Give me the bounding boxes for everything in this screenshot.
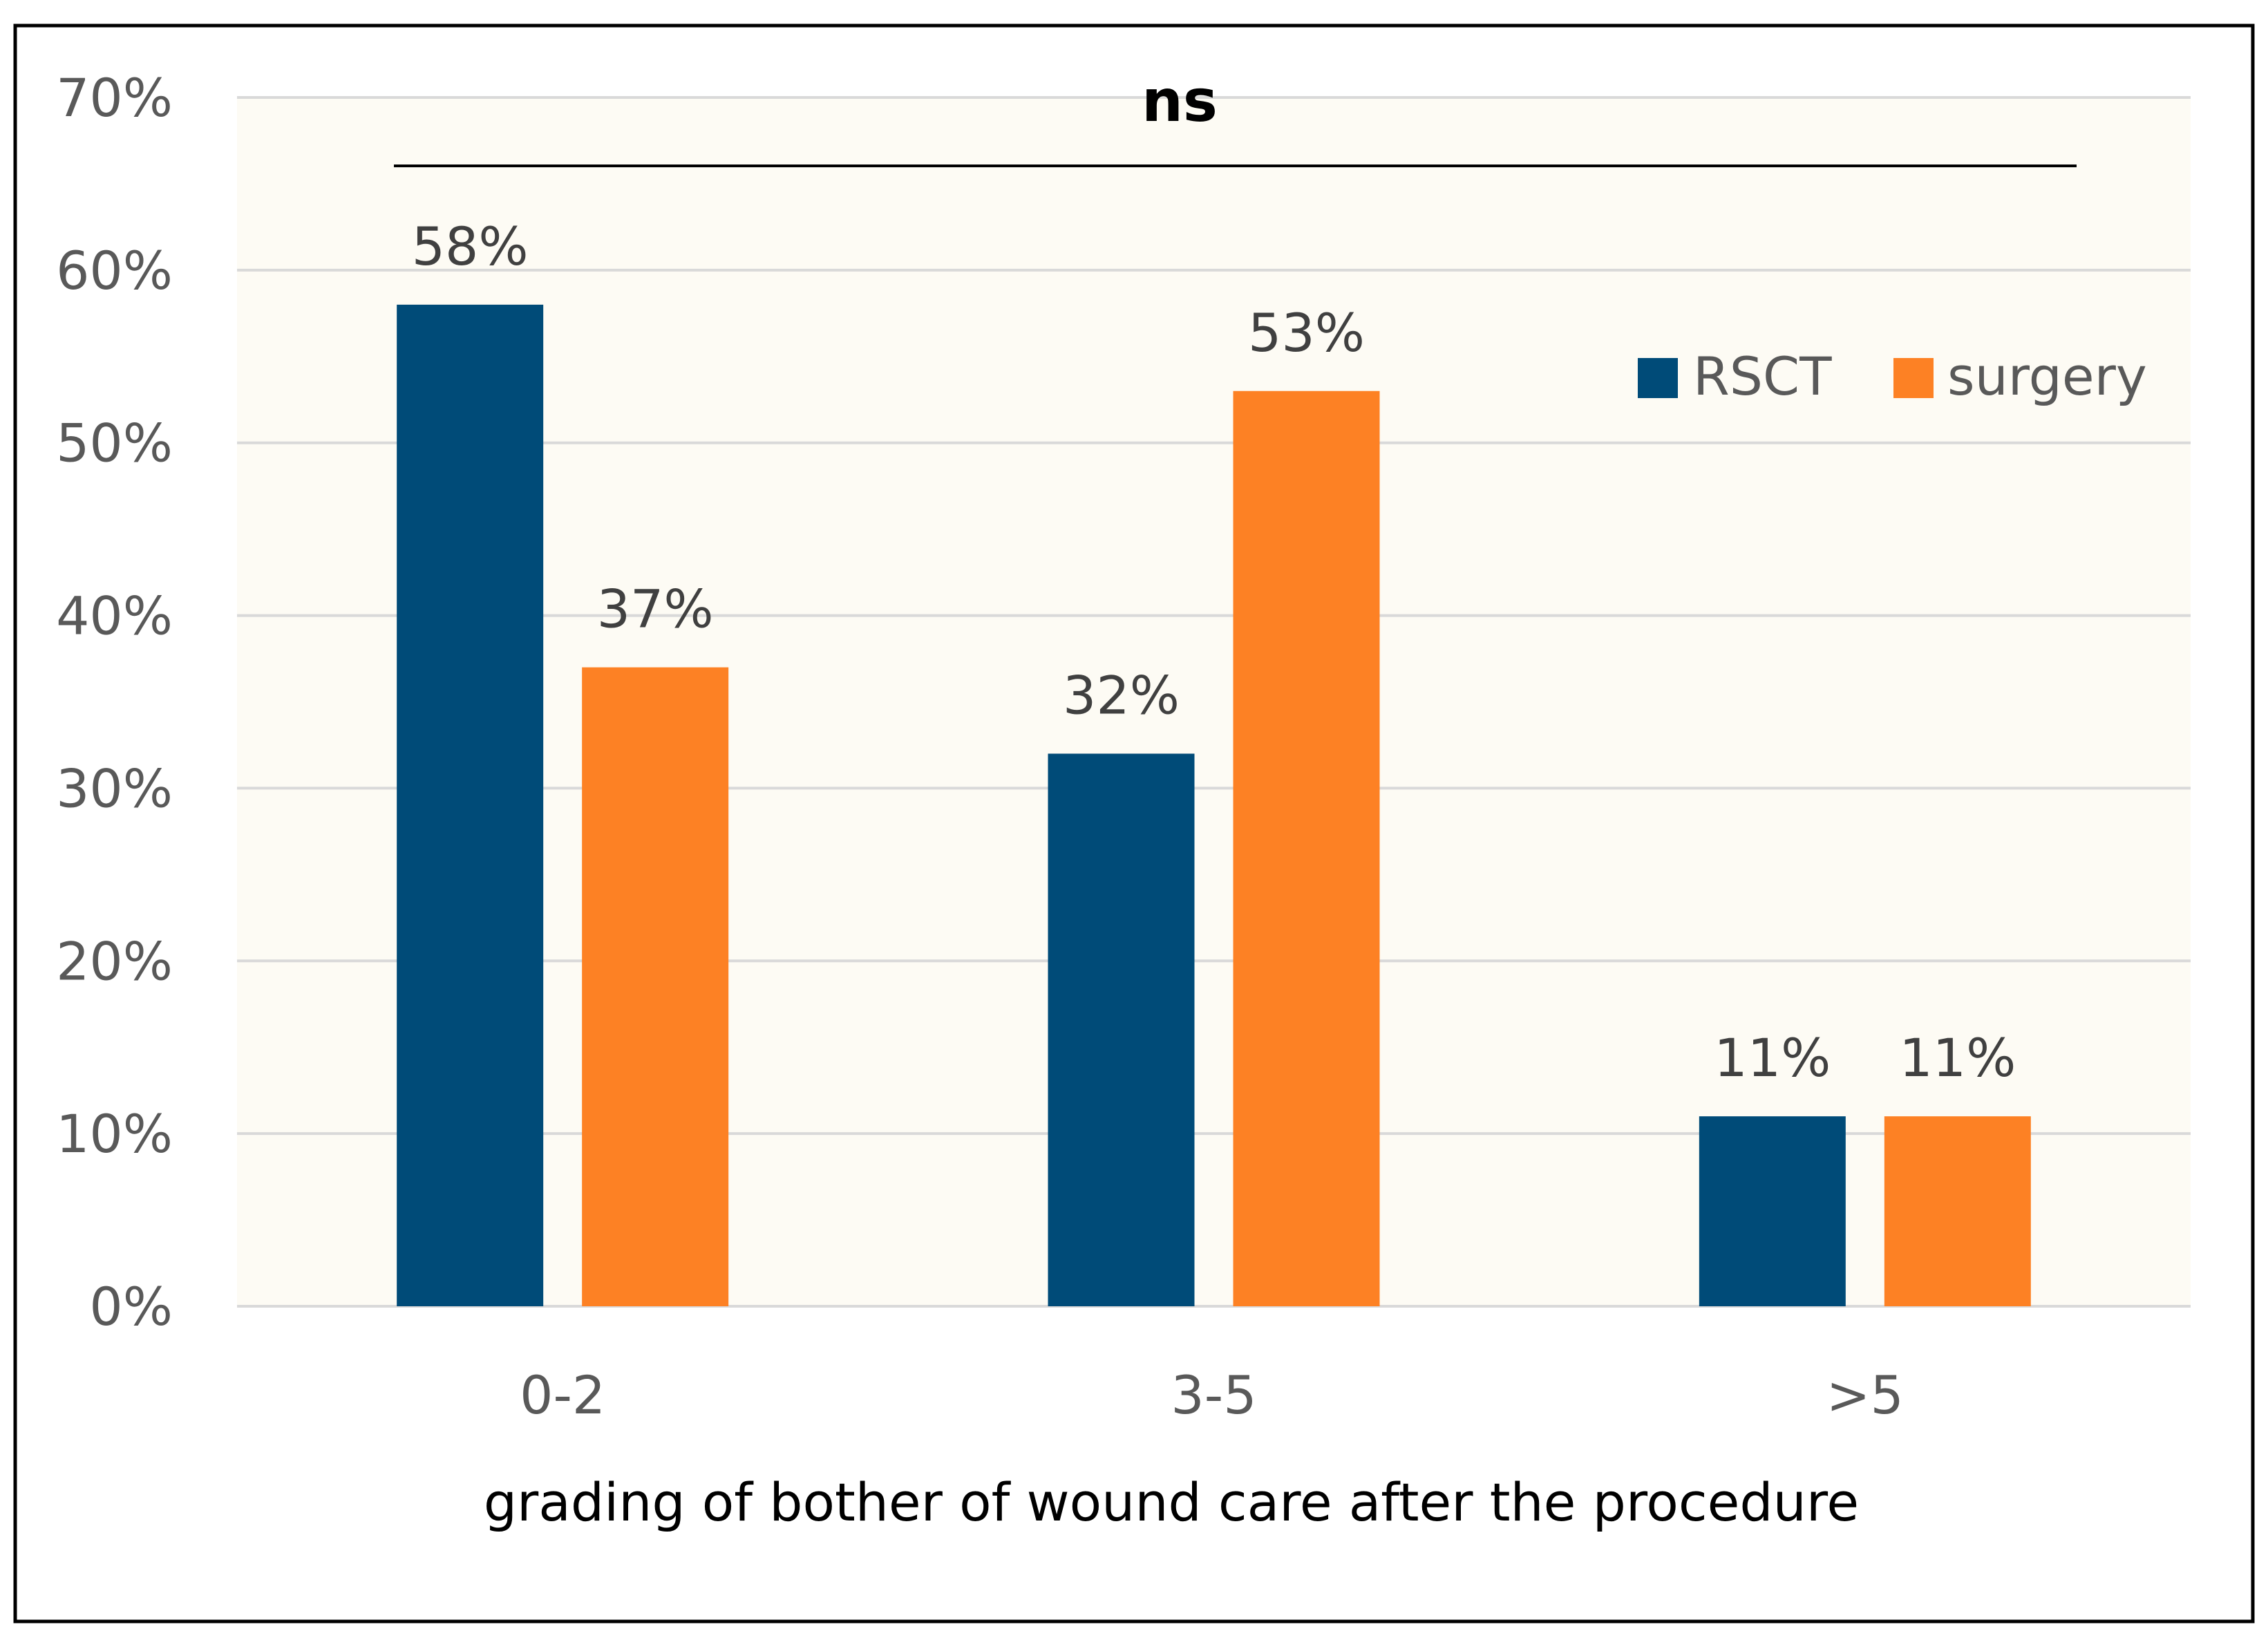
x-axis: 0-2 3-5 >5 — [520, 1364, 1904, 1426]
legend: RSCT surgery — [1638, 346, 2147, 407]
data-label-surgery-3: 11% — [1899, 1027, 2016, 1089]
data-label-rsct-2: 32% — [1063, 664, 1180, 726]
y-tick-label: 50% — [56, 413, 173, 474]
y-tick-label: 70% — [56, 67, 173, 129]
x-tick-label: 3-5 — [1171, 1364, 1256, 1426]
bar-rsct-2 — [1048, 753, 1195, 1306]
bar-surgery-3 — [1884, 1116, 2031, 1306]
bars — [397, 304, 2031, 1307]
legend-label-surgery: surgery — [1947, 346, 2147, 407]
bar-surgery-1 — [582, 667, 729, 1306]
x-tick-label: 0-2 — [520, 1364, 605, 1426]
data-label-surgery-1: 37% — [597, 578, 714, 640]
x-tick-label: >5 — [1826, 1364, 1904, 1426]
data-label-surgery-2: 53% — [1248, 302, 1365, 364]
y-tick-label: 20% — [56, 930, 173, 992]
data-labels: 58% 37% 32% 53% 11% 11% — [412, 216, 2016, 1089]
bar-surgery-2 — [1233, 390, 1380, 1307]
bar-rsct-3 — [1699, 1116, 1846, 1306]
bar-rsct-1 — [397, 304, 544, 1306]
legend-label-rsct: RSCT — [1693, 346, 1832, 407]
y-tick-label: 10% — [56, 1103, 173, 1165]
y-tick-label: 30% — [56, 757, 173, 819]
gridlines — [237, 96, 2191, 1308]
data-label-rsct-1: 58% — [412, 216, 529, 277]
y-tick-label: 60% — [56, 240, 173, 301]
legend-swatch-rsct — [1638, 358, 1678, 398]
legend-swatch-surgery — [1893, 358, 1934, 398]
data-label-rsct-3: 11% — [1714, 1027, 1831, 1089]
y-tick-label: 40% — [56, 585, 173, 647]
plot-area — [237, 97, 2191, 1306]
x-axis-title: grading of bother of wound care after th… — [484, 1471, 1859, 1533]
y-axis: 0% 10% 20% 30% 40% 50% 60% 70% — [56, 67, 173, 1337]
y-tick-label: 0% — [89, 1276, 173, 1337]
significance-label: ns — [1142, 67, 1218, 135]
